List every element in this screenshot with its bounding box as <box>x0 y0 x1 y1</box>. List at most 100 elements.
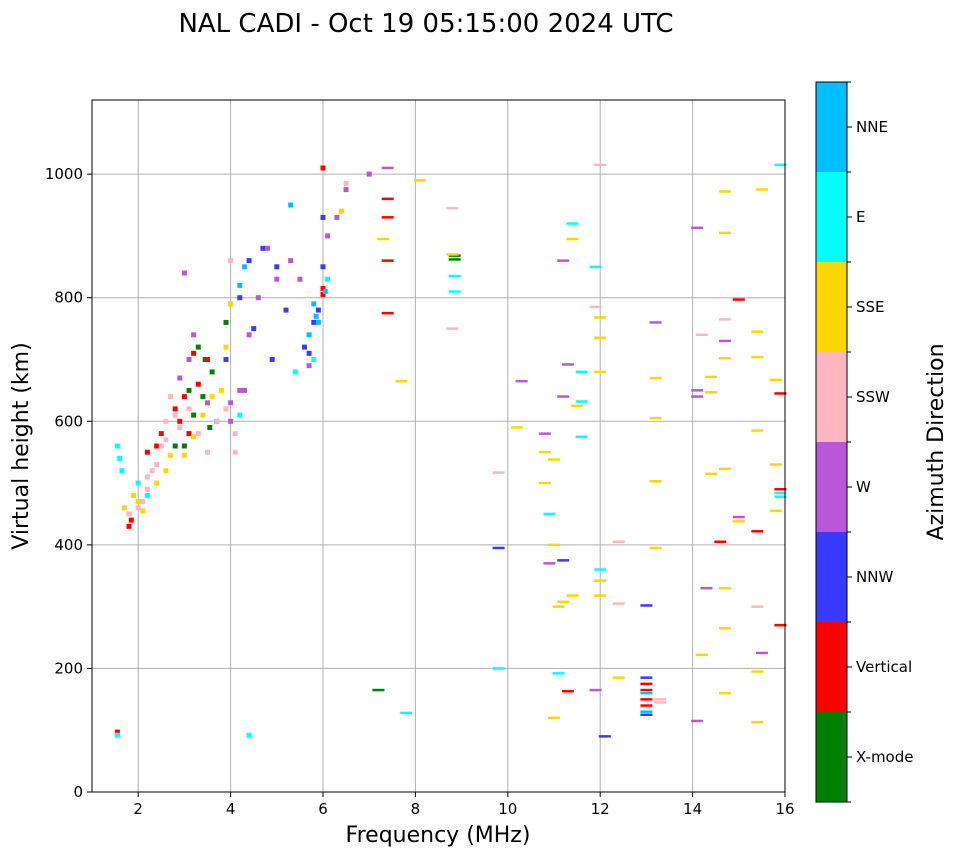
y-tick-label-800: 800 <box>54 289 83 307</box>
data-point-e-12 <box>492 667 505 670</box>
data-point-vertical-23 <box>751 530 764 533</box>
data-point-e-8 <box>325 276 331 282</box>
colorbar-segment-sse <box>816 262 847 352</box>
data-point-e-10 <box>448 274 461 278</box>
colorbar: X-mode Vertical NNW W SSW SSE E NNE <box>815 81 913 803</box>
data-point-sse-31 <box>612 676 625 679</box>
data-point-ssw-21 <box>654 701 667 704</box>
data-point-ssw-1 <box>135 505 141 511</box>
data-point-sse-25 <box>571 404 584 408</box>
data-point-sse-36 <box>695 653 708 657</box>
data-point-nne-6 <box>640 691 653 695</box>
data-point-ssw-3 <box>149 468 155 474</box>
colorbar-frame <box>815 81 848 803</box>
colorbar-segment-nne <box>816 82 847 172</box>
data-point-ssw-28 <box>343 180 349 186</box>
data-point-ssw-32 <box>163 437 169 443</box>
data-point-ssw-11 <box>205 449 210 455</box>
data-point-vertical-0 <box>114 729 120 735</box>
data-point-w-11 <box>325 233 331 239</box>
data-point-sse-28 <box>594 370 607 374</box>
data-point-sse-57 <box>548 543 560 547</box>
colorbar-label-sse: SSE <box>856 298 885 316</box>
data-point-ssw-26 <box>589 305 602 309</box>
data-point-vertical-6 <box>172 406 178 412</box>
data-point-ssw-16 <box>446 206 459 210</box>
data-point-w-12 <box>334 214 340 220</box>
data-point-vertical-8 <box>191 350 197 356</box>
data-point-sse-58 <box>548 716 560 720</box>
data-point-w-21 <box>589 688 602 692</box>
data-point-sse-35 <box>649 546 662 550</box>
data-point-vertical-4 <box>154 443 160 449</box>
data-point-nne-5 <box>640 710 653 713</box>
data-point-w-31 <box>755 651 768 655</box>
data-point-w-2 <box>237 387 243 393</box>
data-point-sse-27 <box>594 316 607 319</box>
data-point-sse-21 <box>552 605 565 608</box>
data-point-sse-44 <box>718 586 731 590</box>
data-point-w-25 <box>691 389 704 392</box>
data-point-e-21 <box>774 163 787 167</box>
data-point-e-6 <box>292 369 298 375</box>
data-point-sse-51 <box>751 670 764 673</box>
y-tick-label-400: 400 <box>54 536 83 554</box>
data-point-ssw-15 <box>232 431 238 437</box>
data-point-ssw-27 <box>594 163 607 167</box>
data-point-w-4 <box>242 387 247 393</box>
data-point-ssw-2 <box>144 486 150 492</box>
data-point-vertical-15 <box>381 216 394 219</box>
data-point-ssw-19 <box>612 540 625 543</box>
data-point-x-mode-3 <box>223 319 229 325</box>
data-point-ssw-33 <box>144 474 150 480</box>
data-point-w-30 <box>732 515 745 519</box>
data-point-nnw-15 <box>640 676 653 679</box>
data-point-e-5 <box>237 412 243 418</box>
data-point-ssw-14 <box>232 449 238 455</box>
data-point-ssw-8 <box>177 425 183 430</box>
data-point-w-27 <box>691 719 704 723</box>
colorbar-label-nne: NNE <box>856 118 888 136</box>
data-point-vertical-19 <box>640 688 653 692</box>
data-point-vertical-25 <box>774 392 787 395</box>
data-point-sse-10 <box>209 394 215 400</box>
data-point-sse-23 <box>566 594 579 597</box>
data-point-ssw-6 <box>168 394 173 400</box>
data-point-vertical-16 <box>381 259 394 262</box>
data-point-e-7 <box>311 357 317 362</box>
colorbar-label-w: W <box>856 478 871 496</box>
y-tick-label-200: 200 <box>54 659 83 677</box>
data-point-sse-13 <box>228 301 234 307</box>
data-point-nnw-7 <box>315 307 321 313</box>
x-tick-label-10: 10 <box>498 800 517 818</box>
data-point-vertical-3 <box>144 449 150 455</box>
x-tick-label-16: 16 <box>775 800 794 818</box>
data-point-w-33 <box>186 357 192 362</box>
data-point-sse-52 <box>751 720 764 724</box>
data-point-nne-8 <box>237 282 243 288</box>
data-point-vertical-7 <box>181 394 187 400</box>
data-point-w-28 <box>700 586 713 590</box>
data-point-w-22 <box>557 259 570 262</box>
colorbar-segment-e <box>816 172 847 262</box>
data-point-sse-7 <box>181 452 187 458</box>
data-point-ssw-5 <box>163 418 169 424</box>
y-tick-label-1000: 1000 <box>45 165 83 183</box>
data-point-nnw-19 <box>269 357 275 362</box>
data-point-nne-9 <box>306 332 312 338</box>
data-point-vertical-29 <box>186 431 192 437</box>
data-point-x-mode-4 <box>195 344 201 350</box>
data-point-e-14 <box>552 672 565 675</box>
data-point-vertical-10 <box>205 357 210 362</box>
data-point-vertical-18 <box>640 682 653 686</box>
data-point-ssw-9 <box>186 406 192 412</box>
colorbar-segment-nnw <box>816 532 847 622</box>
data-point-w-19 <box>557 395 570 398</box>
data-point-e-20 <box>594 568 607 571</box>
x-tick-label-6: 6 <box>318 800 328 818</box>
data-point-ssw-12 <box>214 418 220 424</box>
data-point-ssw-31 <box>154 462 160 467</box>
data-point-e-4 <box>246 732 252 738</box>
data-point-w-29 <box>718 339 731 343</box>
x-axis-ticks: 2 4 6 8 10 12 14 16 <box>133 792 795 818</box>
